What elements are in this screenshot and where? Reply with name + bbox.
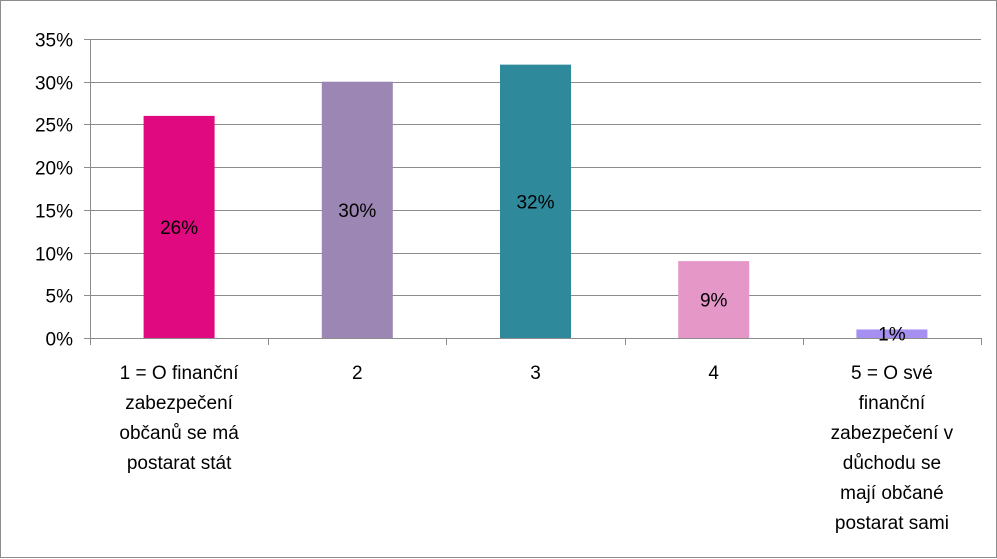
- bar: [143, 115, 215, 338]
- y-tick-label: 0%: [46, 330, 74, 351]
- data-label: 1%: [878, 325, 906, 346]
- x-category-label: finanční: [859, 393, 926, 414]
- category-labels: 1 = O finanční zabezpečení občanů se má pos…: [119, 363, 953, 534]
- x-category-label: postarat sami: [835, 513, 949, 534]
- data-label: 30%: [338, 201, 376, 222]
- x-category-label: postarat stát: [127, 453, 232, 474]
- data-label: 26%: [160, 218, 198, 239]
- axes: [84, 39, 982, 345]
- y-tick-label: 25%: [35, 116, 73, 137]
- y-tick-label: 20%: [35, 159, 73, 180]
- x-category-label: zabezpečení: [125, 393, 233, 414]
- bar: [678, 261, 750, 338]
- data-label: 9%: [700, 291, 728, 312]
- x-category-label: 2: [352, 363, 363, 384]
- bar: [500, 64, 571, 338]
- y-tick-label: 30%: [35, 74, 73, 95]
- x-category-label: zabezpečení v: [831, 423, 954, 444]
- bar: [321, 81, 393, 338]
- y-tick-label: 35%: [35, 31, 73, 52]
- bars: [143, 64, 928, 338]
- x-category-label: důchodu se: [843, 453, 941, 474]
- x-category-label: mají občané: [840, 483, 944, 504]
- y-axis-tick-labels: 0% 5% 10% 15% 20% 25% 30% 35%: [35, 31, 73, 351]
- y-tick-label: 10%: [35, 245, 73, 266]
- x-category-label: 4: [708, 363, 719, 384]
- y-tick-label: 15%: [35, 202, 73, 223]
- y-tick-label: 5%: [46, 287, 74, 308]
- x-category-label: občanů se má: [119, 423, 239, 444]
- x-category-label: 3: [530, 363, 541, 384]
- x-category-label: 1 = O finanční: [120, 363, 240, 384]
- data-label: 32%: [516, 192, 554, 213]
- bar: [856, 329, 928, 338]
- x-category-label: 5 = O své: [851, 363, 933, 384]
- data-labels: 26% 30% 32% 9% 1%: [160, 192, 906, 345]
